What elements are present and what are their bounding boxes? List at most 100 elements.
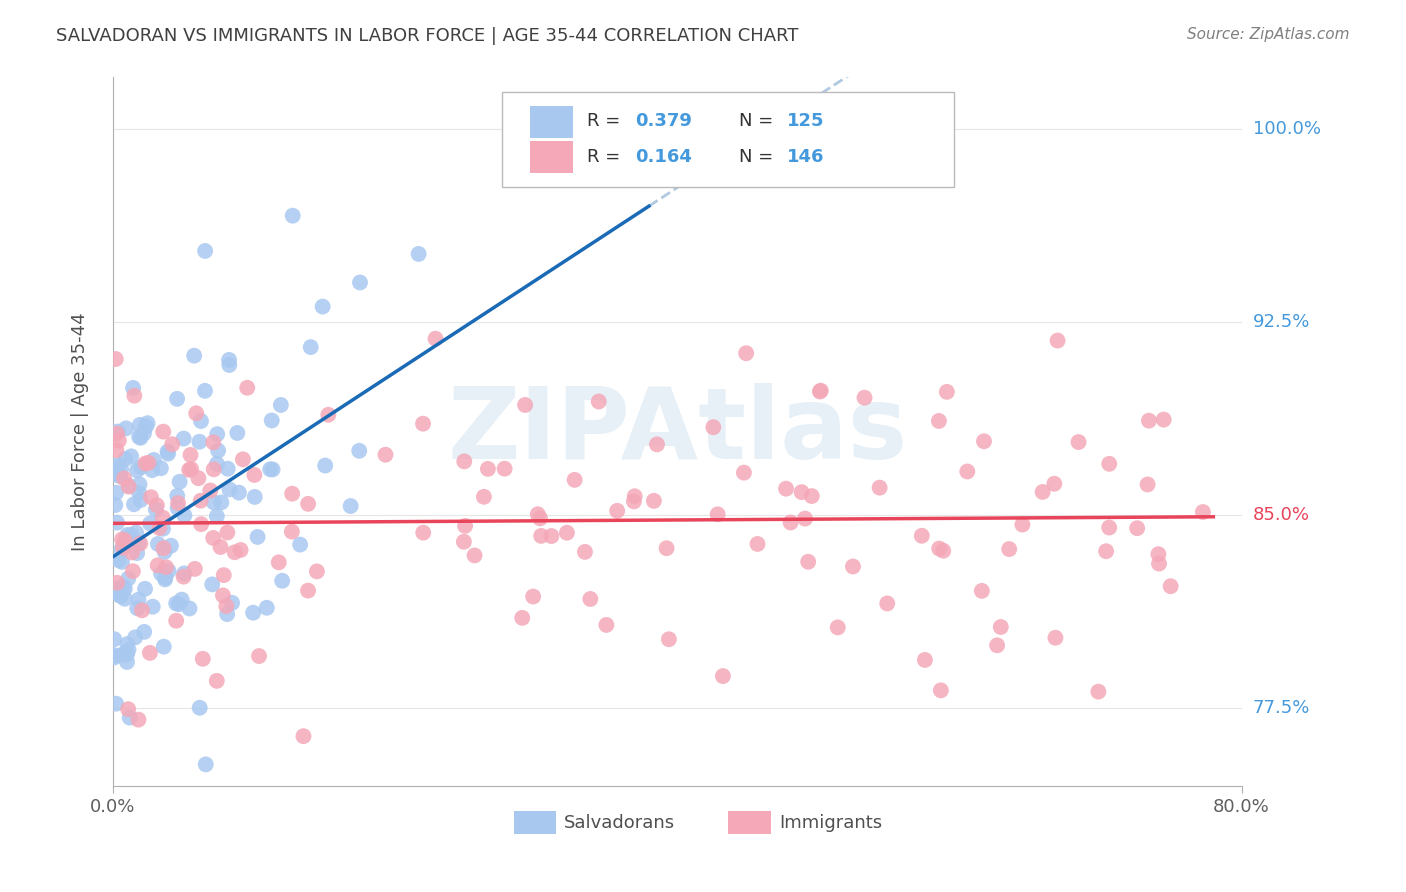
Point — [121, 545, 143, 559]
Point — [643, 493, 665, 508]
Point — [128, 417, 150, 432]
Point — [262, 462, 284, 476]
Point — [243, 490, 266, 504]
Point — [112, 538, 135, 552]
Point — [349, 443, 371, 458]
FancyBboxPatch shape — [502, 92, 953, 187]
Point — [160, 437, 183, 451]
Point — [188, 700, 211, 714]
Point — [179, 601, 201, 615]
Point — [124, 389, 146, 403]
Point — [105, 697, 128, 711]
Point — [111, 648, 134, 662]
Point — [117, 642, 139, 657]
Point — [260, 413, 283, 427]
Point — [1087, 684, 1109, 698]
Point — [454, 519, 477, 533]
Point — [129, 536, 152, 550]
Point — [623, 494, 645, 508]
Point — [876, 597, 898, 611]
Point — [120, 450, 142, 464]
Point — [1095, 544, 1118, 558]
Point — [970, 583, 993, 598]
Point — [232, 452, 254, 467]
Point — [1046, 334, 1069, 348]
Point — [733, 466, 755, 480]
Point — [115, 421, 138, 435]
Point — [167, 597, 190, 611]
Point — [122, 497, 145, 511]
Point — [190, 517, 212, 532]
Point — [104, 351, 127, 366]
Point — [131, 603, 153, 617]
Point — [658, 632, 681, 647]
Point — [129, 460, 152, 475]
Point — [146, 558, 169, 573]
Point — [494, 461, 516, 475]
Point — [124, 631, 146, 645]
Point — [209, 495, 232, 509]
Point — [103, 632, 125, 647]
Point — [242, 606, 264, 620]
Point — [1098, 520, 1121, 534]
Point — [243, 467, 266, 482]
Point — [200, 483, 222, 498]
Point — [606, 504, 628, 518]
Point — [522, 590, 544, 604]
Point — [453, 454, 475, 468]
Point — [797, 555, 820, 569]
Point — [127, 546, 149, 560]
Bar — [530, 141, 574, 173]
Text: N =: N = — [740, 112, 779, 130]
Point — [111, 555, 134, 569]
Point — [105, 443, 128, 458]
Point — [115, 647, 138, 661]
Point — [127, 601, 149, 615]
Point — [104, 648, 127, 663]
Point — [183, 349, 205, 363]
Point — [1160, 579, 1182, 593]
Point — [165, 596, 187, 610]
Point — [173, 508, 195, 523]
Point — [1136, 477, 1159, 491]
Point — [932, 543, 955, 558]
Point — [105, 575, 128, 590]
Point — [297, 583, 319, 598]
Point — [574, 545, 596, 559]
Point — [911, 529, 934, 543]
Point — [153, 573, 176, 587]
Point — [217, 461, 239, 475]
Point — [117, 572, 139, 586]
Point — [127, 592, 149, 607]
Point — [129, 431, 152, 445]
Point — [540, 529, 562, 543]
Point — [842, 559, 865, 574]
Text: 100.0%: 100.0% — [1253, 120, 1320, 138]
Point — [794, 511, 817, 525]
Point — [218, 483, 240, 497]
Point — [108, 469, 131, 483]
Point — [122, 564, 145, 578]
Point — [256, 600, 278, 615]
Point — [190, 493, 212, 508]
Point — [205, 427, 228, 442]
Text: 85.0%: 85.0% — [1253, 507, 1310, 524]
Point — [935, 384, 957, 399]
Point — [117, 702, 139, 716]
Point — [706, 508, 728, 522]
Point — [138, 456, 160, 470]
Point — [655, 541, 678, 556]
Point — [1147, 557, 1170, 571]
Point — [173, 566, 195, 581]
Text: Salvadorans: Salvadorans — [564, 814, 675, 831]
Point — [318, 408, 340, 422]
Point — [218, 358, 240, 372]
Point — [1043, 476, 1066, 491]
Point — [201, 577, 224, 591]
Bar — [530, 106, 574, 137]
Point — [118, 710, 141, 724]
Point — [134, 457, 156, 471]
Point — [299, 340, 322, 354]
Point — [114, 591, 136, 606]
Point — [464, 549, 486, 563]
